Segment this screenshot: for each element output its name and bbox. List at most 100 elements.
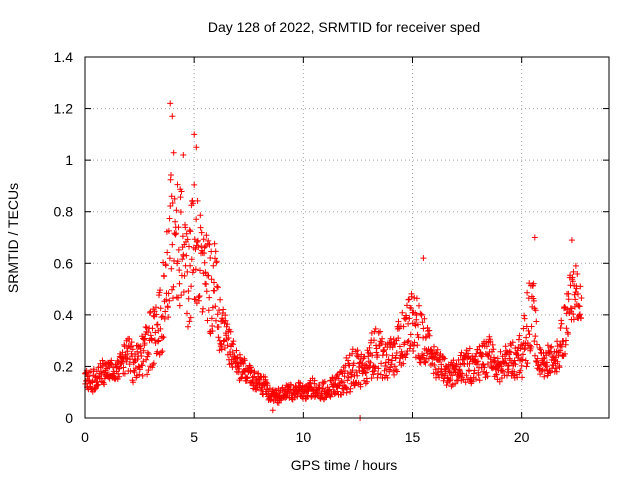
data-point [519,374,525,381]
data-point [145,351,152,358]
data-point [569,278,576,285]
data-point [116,373,123,380]
data-point [537,371,544,378]
data-point [471,367,478,374]
data-point [383,351,390,358]
data-point [572,296,579,303]
data-point [560,338,567,345]
data-point [394,368,401,375]
data-point [157,305,164,312]
data-point [222,312,229,319]
x-tick-label: 5 [190,429,198,445]
data-point [213,258,220,265]
data-point [481,364,488,371]
data-point [479,361,486,367]
data-point [403,351,410,357]
data-point [205,272,212,279]
data-point [120,364,127,371]
data-point [193,144,200,151]
data-point [393,350,400,356]
data-point [162,308,169,315]
data-point [185,323,191,330]
data-point [438,365,445,372]
data-point [474,361,480,368]
data-point [139,362,146,369]
data-point [369,352,376,359]
data-point [415,321,421,328]
data-point [91,386,98,393]
data-point [180,152,187,158]
data-point [523,334,530,341]
data-point [540,355,547,362]
data-point [344,370,351,377]
data-point [107,360,114,367]
data-point [505,369,512,376]
data-point [507,349,514,356]
data-point [339,379,346,386]
data-point [572,262,579,269]
data-point [525,327,532,334]
data-point [456,367,463,374]
data-point [382,363,389,369]
data-point [220,338,227,345]
data-point [221,337,228,344]
data-point [542,362,549,369]
data-point [187,262,194,269]
data-point [410,348,417,354]
data-point [92,385,99,392]
data-point [203,288,210,295]
data-point [526,331,533,338]
data-point [511,368,518,375]
data-point [449,372,456,379]
data-point [473,350,480,357]
data-point [532,307,539,314]
data-point [150,360,157,367]
data-point [157,287,164,294]
data-point [175,224,182,231]
data-point [168,193,175,200]
data-point [483,343,490,350]
y-tick-label: 1.2 [54,101,74,117]
data-point [503,347,509,354]
data-point [370,371,377,378]
data-point [216,307,223,314]
data-point [172,231,179,238]
x-tick-label: 15 [405,429,421,445]
data-point [426,327,433,334]
data-point [515,352,522,359]
data-point [518,362,525,369]
data-point [368,375,375,382]
data-point [416,302,422,309]
data-point [466,368,473,374]
data-point [204,317,211,324]
data-point [254,384,261,391]
data-point [562,350,568,357]
data-point [395,335,402,342]
data-point [372,325,379,332]
x-axis-label: GPS time / hours [291,457,398,473]
data-point [197,267,203,274]
data-point [126,335,133,342]
data-point [168,172,174,178]
data-point [222,317,229,324]
data-point [128,339,135,346]
data-point [191,181,198,188]
data-point [101,381,108,388]
data-point [520,351,526,358]
data-point [163,296,170,303]
data-point [158,314,165,321]
data-point [165,290,172,297]
data-point [197,212,204,219]
data-point [311,377,318,384]
x-tick-label: 20 [514,429,530,445]
data-point [192,266,199,273]
data-point [179,233,186,240]
data-point [288,382,295,388]
y-axis-label: SRMTID / TECUs [5,183,21,293]
data-point [136,366,143,373]
data-point [363,369,370,376]
data-point [201,250,208,257]
data-point [577,283,584,290]
data-point [149,325,156,332]
data-point [475,358,481,365]
